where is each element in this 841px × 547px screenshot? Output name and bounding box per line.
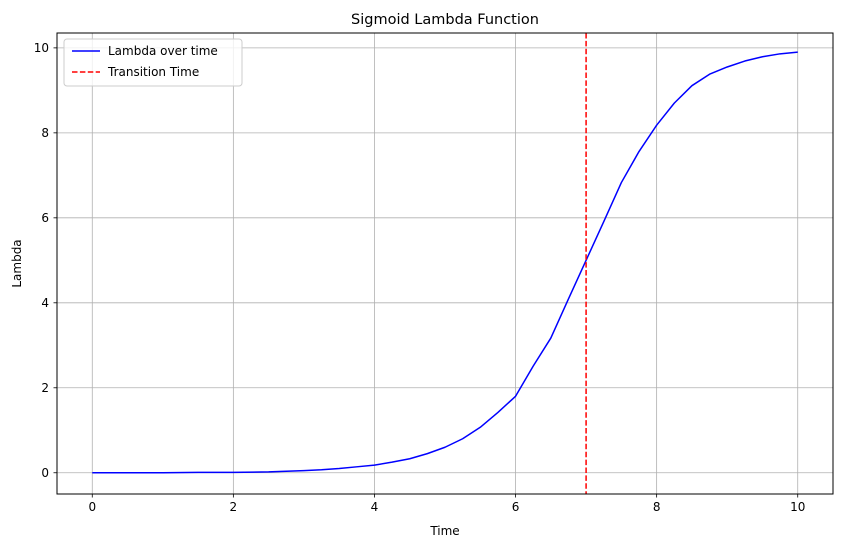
- legend-label-lambda: Lambda over time: [108, 44, 218, 58]
- y-tick-label: 4: [41, 296, 49, 310]
- marks: [92, 33, 798, 494]
- legend: Lambda over time Transition Time: [63, 38, 243, 87]
- plot-frame: [56, 32, 834, 495]
- grid: [57, 33, 833, 494]
- legend-box: [63, 38, 243, 87]
- x-tick-label: 2: [230, 500, 238, 514]
- y-tick-label: 10: [34, 41, 49, 55]
- ticks: 0 2 4 6 8 10 0 2 4 6 8 10: [34, 41, 806, 514]
- chart-title: Sigmoid Lambda Function: [351, 12, 539, 28]
- x-tick-label: 4: [371, 500, 379, 514]
- y-tick-label: 2: [41, 381, 49, 395]
- y-tick-label: 8: [41, 126, 49, 140]
- x-tick-label: 8: [653, 500, 661, 514]
- y-tick-label: 0: [41, 466, 49, 480]
- y-axis-label: Lambda: [10, 239, 24, 287]
- lambda-line: [92, 51, 798, 474]
- x-axis-label: Time: [429, 524, 459, 538]
- x-tick-label: 10: [790, 500, 805, 514]
- y-tick-label: 6: [41, 211, 49, 225]
- x-tick-label: 6: [512, 500, 520, 514]
- x-tick-label: 0: [88, 500, 96, 514]
- legend-label-transition: Transition Time: [107, 65, 199, 79]
